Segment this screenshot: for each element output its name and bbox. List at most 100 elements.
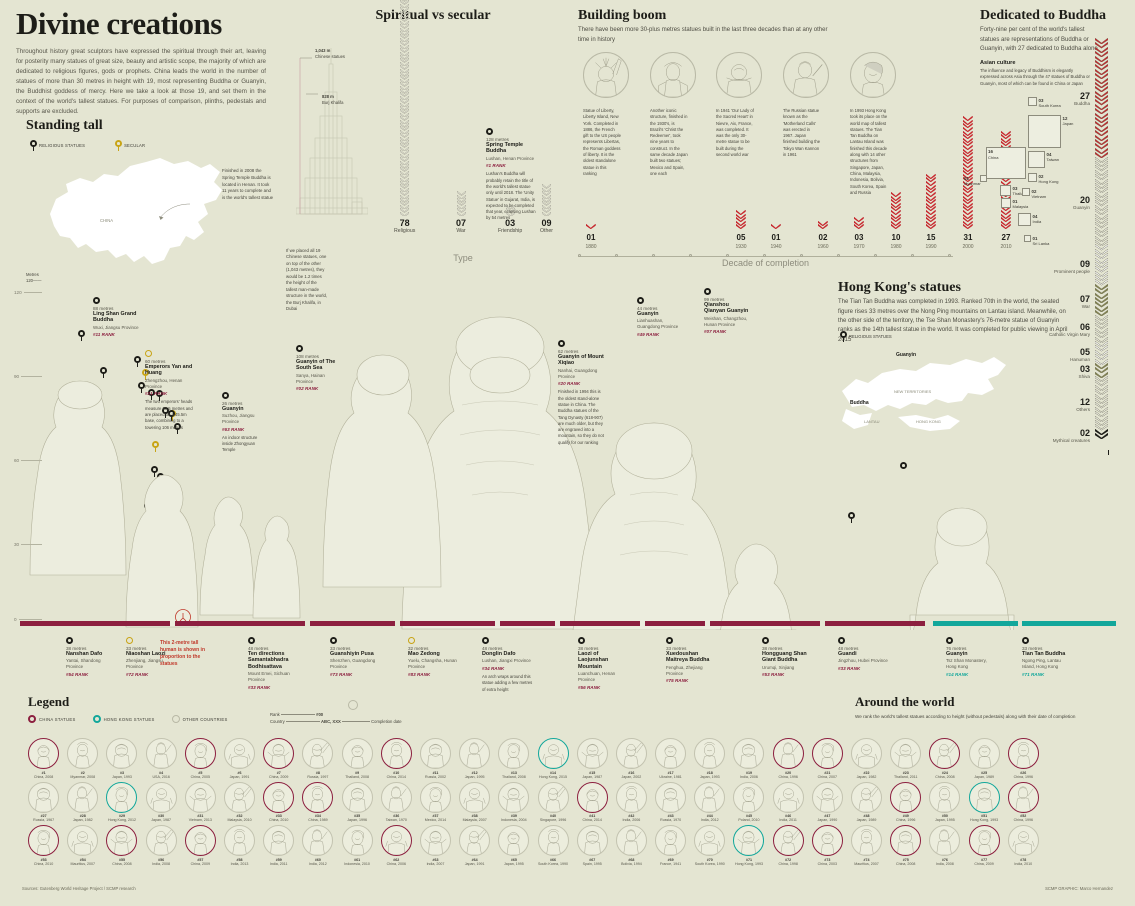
around-world-item[interactable]: #50 Japan, 1995 xyxy=(925,781,964,822)
treemap-box-thailand[interactable] xyxy=(1000,185,1011,196)
map-pin-religious-7[interactable] xyxy=(174,423,389,434)
around-world-item[interactable]: #61 Indonesia, 2010 xyxy=(338,825,377,866)
map-pin-spring-temple[interactable] xyxy=(134,356,349,367)
around-world-item[interactable]: #16 Japan, 2002 xyxy=(612,738,651,779)
around-world-item[interactable]: #57 China, 2009 xyxy=(181,825,220,866)
around-world-item[interactable]: #7 China, 2009 xyxy=(259,738,298,779)
baseline-callout-hongguang-shan-giant-buddha[interactable]: 38 metres Hongguang Shan Giant Buddha Urum… xyxy=(762,637,814,677)
treemap-box-japan[interactable] xyxy=(1028,115,1061,148)
map-pin-religious-2[interactable] xyxy=(100,367,315,378)
around-world-item[interactable]: #72 China, 1998 xyxy=(769,825,808,866)
baseline-callout-guandi[interactable]: 48 metres Guandi Jingzhou, Hubei Province #… xyxy=(838,637,890,671)
legend-item-other[interactable]: OTHER COUNTRIES xyxy=(171,715,228,723)
callout-guanyin-of-mount-xiqiao[interactable]: 62 metres Guanyin of Mount Xiqiao Nanhai, … xyxy=(558,340,606,446)
treemap-box-vietnam[interactable] xyxy=(1022,188,1030,196)
around-world-item[interactable]: #60 India, 2012 xyxy=(298,825,337,866)
around-world-item[interactable]: #69 France, 1941 xyxy=(651,825,690,866)
map-pin-secular-3[interactable] xyxy=(152,441,367,452)
around-world-item[interactable]: #20 China, 1996 xyxy=(769,738,808,779)
around-world-item[interactable]: #10 China, 2014 xyxy=(377,738,416,779)
callout-guanyin-of-the-south-sea[interactable]: 108 metres Guanyin of The South Sea Sanya,… xyxy=(296,345,342,391)
baseline-callout-donglin-dafo[interactable]: 48 metres Donglin Dafo Lushan, Jiangxi Pro… xyxy=(482,637,534,693)
treemap-box-hong-kong[interactable] xyxy=(1028,173,1037,182)
map-pin-religious-1[interactable] xyxy=(78,330,293,341)
around-world-item[interactable]: #46 India, 2011 xyxy=(769,781,808,822)
around-world-item[interactable]: #2 Myanmar, 2008 xyxy=(63,738,102,779)
treemap-box-south-korea[interactable] xyxy=(1028,97,1037,106)
around-world-item[interactable]: #32 Malaysia, 2010 xyxy=(220,781,259,822)
around-world-item[interactable]: #64 Japan, 1991 xyxy=(455,825,494,866)
around-world-item[interactable]: #21 China, 2007 xyxy=(808,738,847,779)
around-world-item[interactable]: #75 China, 2008 xyxy=(886,825,925,866)
around-world-item[interactable]: #5 China, 2005 xyxy=(181,738,220,779)
around-world-item[interactable]: #76 India, 2008 xyxy=(925,825,964,866)
around-world-item[interactable]: #53 China, 2010 xyxy=(24,825,63,866)
around-world-item[interactable]: #73 China, 2003 xyxy=(808,825,847,866)
around-world-item[interactable]: #78 India, 2010 xyxy=(1004,825,1043,866)
around-world-item[interactable]: #34 China, 1989 xyxy=(298,781,337,822)
around-world-item[interactable]: #1 China, 2008 xyxy=(24,738,63,779)
around-world-item[interactable]: #47 Japan, 1990 xyxy=(808,781,847,822)
treemap-box-india[interactable] xyxy=(1018,213,1031,226)
around-world-item[interactable]: #22 Japan, 1982 xyxy=(847,738,886,779)
around-world-item[interactable]: #25 Japan, 1989 xyxy=(965,738,1004,779)
around-world-item[interactable]: #77 China, 2009 xyxy=(965,825,1004,866)
around-world-item[interactable]: #67 Spain, 1995 xyxy=(573,825,612,866)
around-world-item[interactable]: #15 Japan, 1987 xyxy=(573,738,612,779)
treemap-box-malaysia[interactable] xyxy=(1001,198,1011,208)
hk-pin-buddha[interactable] xyxy=(848,512,1053,523)
around-world-item[interactable]: #37 Mexico, 2014 xyxy=(416,781,455,822)
around-world-item[interactable]: #9 Thailand, 2008 xyxy=(338,738,377,779)
treemap-box-sri-lanka[interactable] xyxy=(1024,235,1031,242)
treemap-box-china[interactable] xyxy=(986,147,1026,179)
baseline-callout-laozi-of-laojunshan-mountain[interactable]: 38 metres Laozi of Laojunshan Mountain Lua… xyxy=(578,637,630,690)
around-world-item[interactable]: #30 Japan, 1987 xyxy=(142,781,181,822)
legend-item-hongkong[interactable]: HONG KONG STATUES xyxy=(92,715,155,723)
around-world-item[interactable]: #26 China, 1996 xyxy=(1004,738,1043,779)
around-world-item[interactable]: #24 China, 2008 xyxy=(925,738,964,779)
baseline-callout-guanyin[interactable]: 76 metres Guanyin Tsz Shan Monastery, Hong… xyxy=(946,637,998,677)
map-pin-religious-9[interactable] xyxy=(151,466,366,477)
baseline-callout-ten-directions-samantabhadra-bodhisattava[interactable]: 48 metres Ten directions Samantabhadra Bo… xyxy=(248,637,300,690)
around-world-item[interactable]: #12 Japan, 1995 xyxy=(455,738,494,779)
around-world-item[interactable]: #31 Vietnam, 2013 xyxy=(181,781,220,822)
around-world-item[interactable]: #42 India, 2006 xyxy=(612,781,651,822)
around-world-item[interactable]: #38 Malaysia, 2007 xyxy=(455,781,494,822)
callout-ling-shan-grand-buddha[interactable]: 88 metres Ling Shan Grand Buddha Wuxi, Jia… xyxy=(93,297,143,337)
around-world-item[interactable]: #52 China, 1996 xyxy=(1004,781,1043,822)
treemap-box-taiwan[interactable] xyxy=(1028,151,1045,168)
baseline-callout-mao-zedong[interactable]: 32 metres Mao Zedong Yuelu, Changsha, Huna… xyxy=(408,637,460,677)
baseline-callout-xuedoushan-maitreya-buddha[interactable]: 33 metres Xuedoushan Maitreya Buddha Fengh… xyxy=(666,637,718,683)
around-world-item[interactable]: #3 Japan, 1993 xyxy=(102,738,141,779)
around-world-item[interactable]: #14 Hong Kong, 2015 xyxy=(533,738,572,779)
around-world-item[interactable]: #44 India, 2012 xyxy=(690,781,729,822)
around-world-item[interactable]: #35 Japan, 1996 xyxy=(338,781,377,822)
around-world-item[interactable]: #17 Ukraine, 1981 xyxy=(651,738,690,779)
legend-item-china[interactable]: CHINA STATUES xyxy=(28,715,76,723)
map-pin-secular-1[interactable] xyxy=(142,369,357,380)
around-world-item[interactable]: #13 Thailand, 2008 xyxy=(494,738,533,779)
around-world-item[interactable]: #39 Indonesia, 2004 xyxy=(494,781,533,822)
around-world-item[interactable]: #70 South Korea, 1990 xyxy=(690,825,729,866)
baseline-callout-guanshiyin-pusa[interactable]: 33 metres Guanshiyin Pusa Shenzhen, Guangd… xyxy=(330,637,382,677)
around-world-item[interactable]: #63 India, 2007 xyxy=(416,825,455,866)
around-world-item[interactable]: #58 India, 2013 xyxy=(220,825,259,866)
map-pin-religious-3[interactable] xyxy=(138,382,353,393)
around-world-item[interactable]: #29 Hong Kong, 2012 xyxy=(102,781,141,822)
map-pin-religious-8[interactable] xyxy=(168,410,383,421)
around-world-item[interactable]: #45 Poland, 2010 xyxy=(729,781,768,822)
around-world-item[interactable]: #6 Japan, 1991 xyxy=(220,738,259,779)
around-world-item[interactable]: #74 Mauritius, 2007 xyxy=(847,825,886,866)
around-world-item[interactable]: #33 China, 2010 xyxy=(259,781,298,822)
around-world-item[interactable]: #8 Russia, 1997 xyxy=(298,738,337,779)
around-world-item[interactable]: #54 Mauritius, 2007 xyxy=(63,825,102,866)
around-world-item[interactable]: #48 Japan, 1989 xyxy=(847,781,886,822)
around-world-item[interactable]: #59 India, 2011 xyxy=(259,825,298,866)
around-world-item[interactable]: #68 Bolivia, 1994 xyxy=(612,825,651,866)
around-world-item[interactable]: #62 China, 2006 xyxy=(377,825,416,866)
around-world-item[interactable]: #43 Russia, 1970 xyxy=(651,781,690,822)
around-world-item[interactable]: #4 USA, 2016 xyxy=(142,738,181,779)
map-pin-religious-5[interactable] xyxy=(156,390,371,401)
baseline-callout-tian-tan-buddha[interactable]: 33 metres Tian Tan Buddha Ngong Ping, Lant… xyxy=(1022,637,1074,677)
around-world-item[interactable]: #23 Thailand, 2011 xyxy=(886,738,925,779)
